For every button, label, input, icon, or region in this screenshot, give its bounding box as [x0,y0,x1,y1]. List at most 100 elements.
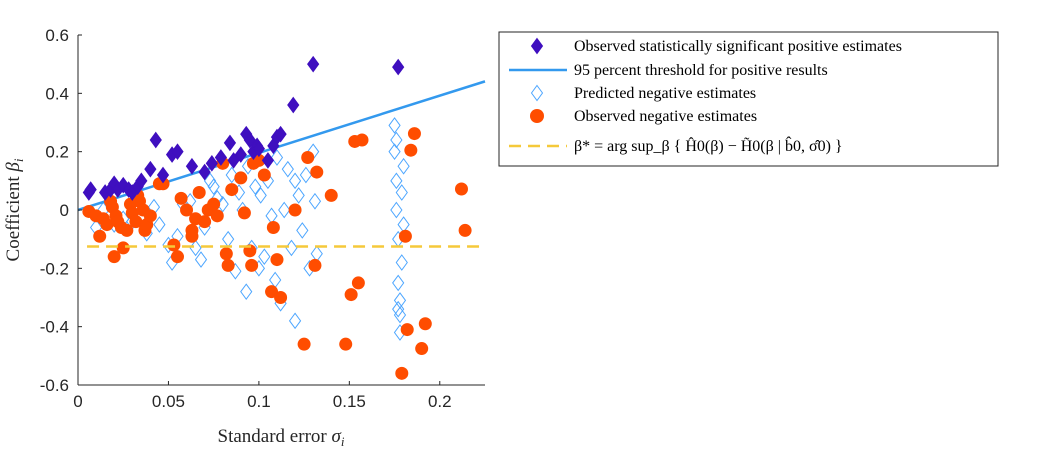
predicted-negative-marker [292,187,305,204]
observed-negative-marker [308,258,322,272]
significant-positive-marker [274,125,287,143]
predicted-negative-marker [397,157,410,175]
observed-negative-marker [351,276,365,290]
observed-negative-marker [339,337,353,351]
observed-negative-marker [107,250,121,264]
predicted-negative-marker [299,166,313,184]
observed-negative-marker [167,238,181,252]
observed-negative-marker [418,317,432,331]
observed-negative-marker [400,323,414,337]
predicted-negative-marker [207,178,220,196]
observed-negative-marker [266,221,280,234]
predicted-negative-marker [285,239,298,257]
significant-positive-marker [156,166,170,184]
axes: 0 0.05 0.1 0.15 0.2 0.6 0.4 0.2 0 -0.2 -0.4 -0.6 [40,26,485,411]
legend-symbol-predicted [530,84,544,102]
significant-positive-marker [307,55,320,73]
observed-negative-marker [404,143,418,157]
predicted-negative-marker [395,184,408,201]
predicted-negative-marker [270,149,284,166]
significant-positive-marker [223,134,237,152]
observed-negative-marker [234,171,248,185]
y-tick-label: 0.2 [45,143,69,162]
observed-negative-marker [174,191,188,205]
predicted-negative-marker [222,230,235,248]
observed-negative-marker [219,247,233,261]
observed-negative-marker [210,209,224,223]
x-tick-label: 0.2 [428,392,452,411]
predicted-negative-marker [395,254,408,271]
observed-negative-marker [170,250,184,264]
y-tick-label: -0.2 [40,259,69,278]
predicted-negative-marker [388,143,401,161]
observed-negative-marker [143,209,157,223]
observed-negative-marker [252,153,266,167]
observed-negative-marker [221,258,235,272]
significant-positive-marker [214,149,228,166]
observed-negative-marker [355,133,369,147]
significant-positive-marker [287,96,300,114]
legend-label-predicted: Predicted negative estimates [574,85,756,102]
predicted-negative-marker [310,245,323,263]
significant-positive-marker [198,163,211,181]
y-tick-label: 0 [60,201,69,220]
legend-symbol-significant [530,37,544,55]
x-tick-label: 0.15 [333,392,366,411]
predicted-negative-marker [153,216,166,233]
observed-negative-marker [129,215,143,229]
predicted-negative-marker [265,207,278,225]
significant-positive-marker [171,143,184,161]
threshold-line [77,80,486,212]
x-tick-label: 0 [73,392,82,411]
observed-negative-marker [395,366,409,380]
observed-negative-marker [398,229,412,243]
observed-negative-marker [156,177,170,191]
significant-positive-marker [84,181,97,198]
observed-negative-marker [237,206,251,220]
significant-positive-marker [234,146,247,163]
significant-positive-marker [144,160,157,178]
predicted-negative-marker [390,172,403,190]
y-tick-label: 0.4 [45,84,69,103]
legend-label-beta_star: β* = arg sup_β { Ĥ0(β) − H̃0(β | b̂0, σ̂… [574,135,843,155]
observed-negative-marker [344,288,358,302]
y-axis-title: Coefficient βi [3,158,26,261]
predicted-negative-marker [393,306,407,324]
observed-negative-marker [207,197,221,211]
observed-negative-marker [415,342,429,356]
observed-negative-marker [458,223,472,237]
observed-negative-marker [192,186,206,199]
predicted-negative-marker [249,178,262,196]
predicted-negative-marker [240,283,253,301]
significant-positive-marker [392,58,405,76]
observed-negative-marker [120,223,134,237]
predicted-negative-marker [194,251,208,268]
observed-negative-marker [454,182,468,196]
observed-negative-marker [270,253,284,267]
y-tick-label: -0.4 [40,318,69,337]
significant-positive-marker [149,131,162,149]
observed-negative-marker [301,151,315,164]
significant-positive-marker [261,152,275,169]
observed-negative-marker [116,241,130,255]
predicted-negative-marker [392,300,405,318]
legend-label-threshold: 95 percent threshold for positive result… [574,62,828,79]
predicted-negative-marker [388,117,401,134]
predicted-negative-marker [296,222,309,239]
observed-negative-marker [297,337,311,351]
observed-negative-marker [198,215,212,229]
x-tick-label: 0.1 [247,392,271,411]
x-axis-title: Standard error σi [218,426,345,449]
predicted-negative-marker [397,216,410,233]
predicted-negative-marker [392,274,405,292]
observed-negative-marker [93,229,107,243]
observed-negative-marker [185,229,199,243]
predicted-negative-marker [225,166,238,184]
observed-negative-marker [274,291,288,304]
x-tick-label: 0.05 [152,392,185,411]
predicted-negative-marker [278,201,291,219]
predicted-negative-marker [258,248,271,266]
predicted-negative-marker [288,172,302,190]
observed-negative-marker [324,188,338,202]
